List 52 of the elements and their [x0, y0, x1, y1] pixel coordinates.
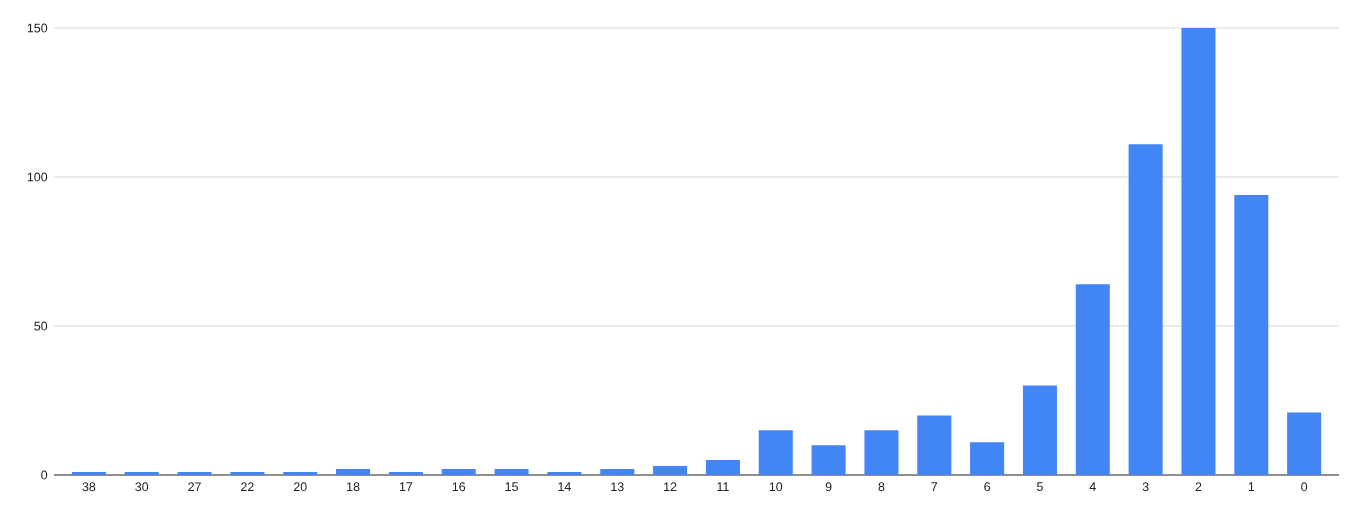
x-tick-label: 30	[135, 482, 149, 492]
y-tick-label: 100	[27, 172, 48, 182]
bar	[336, 469, 371, 475]
bar	[230, 472, 265, 475]
x-tick-label: 16	[452, 482, 466, 492]
x-tick-label: 15	[505, 482, 518, 492]
bar	[494, 469, 529, 475]
x-tick-label: 6	[984, 482, 991, 492]
x-tick-label: 0	[1301, 482, 1308, 492]
bar	[1234, 194, 1269, 475]
x-tick-label: 20	[293, 482, 307, 492]
bar	[653, 466, 688, 475]
x-tick-label: 5	[1036, 482, 1043, 492]
bar	[388, 472, 423, 475]
x-tick-label: 4	[1089, 482, 1096, 491]
bar	[124, 472, 159, 475]
bar	[71, 472, 106, 475]
x-tick-label: 8	[878, 482, 885, 492]
y-tick-label: 0	[41, 470, 48, 480]
bar	[864, 430, 899, 475]
x-tick-label: 27	[188, 482, 201, 492]
x-tick-label: 2	[1195, 482, 1202, 492]
bar	[600, 469, 635, 475]
x-tick-label: 22	[241, 482, 254, 492]
bar	[283, 472, 318, 475]
bar	[811, 445, 846, 475]
bar	[1128, 144, 1163, 475]
x-tick-label: 17	[399, 482, 413, 491]
x-tick-label: 3	[1142, 482, 1149, 492]
bar	[970, 442, 1005, 475]
bar	[547, 472, 582, 475]
y-tick-label: 50	[34, 321, 48, 331]
x-tick-label: 11	[717, 482, 729, 491]
x-tick-label: 38	[82, 482, 96, 492]
x-tick-label: 14	[558, 482, 571, 491]
bar	[758, 430, 793, 475]
y-tick-label: 150	[27, 23, 48, 33]
x-tick-label: 13	[611, 482, 624, 492]
x-tick-label: 7	[931, 482, 938, 491]
bar	[1287, 412, 1322, 475]
x-tick-label: 9	[825, 482, 832, 492]
x-tick-label: 18	[347, 482, 360, 492]
x-tick-label: 10	[769, 482, 783, 492]
bar	[1075, 284, 1110, 475]
bar	[705, 460, 740, 475]
bar	[441, 469, 476, 475]
bar	[917, 415, 952, 475]
bar	[177, 472, 212, 475]
x-tick-label: 12	[664, 482, 677, 492]
bar	[1022, 385, 1057, 475]
x-tick-label: 1	[1248, 482, 1255, 491]
bar	[1181, 28, 1216, 475]
